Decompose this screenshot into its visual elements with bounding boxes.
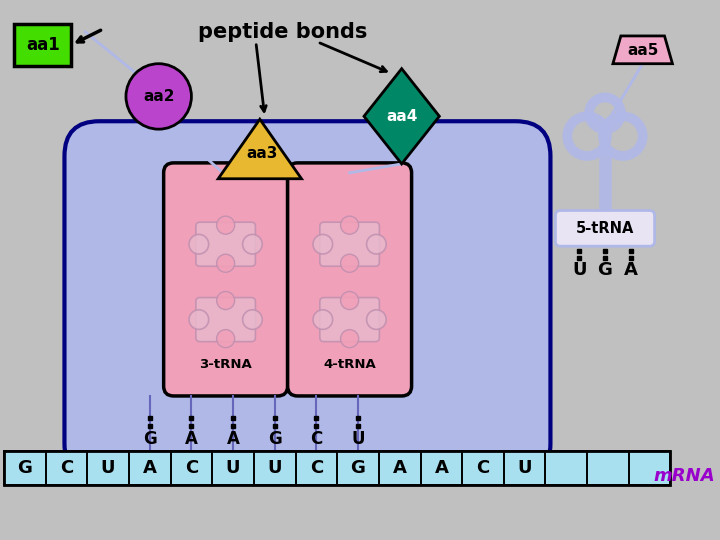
Circle shape <box>189 234 209 254</box>
Text: aa4: aa4 <box>386 109 418 124</box>
Text: C: C <box>185 460 198 477</box>
Text: U: U <box>351 430 365 448</box>
Bar <box>129 451 171 485</box>
Bar <box>462 451 504 485</box>
Bar <box>4 451 670 485</box>
Text: mRNA: mRNA <box>654 467 715 485</box>
Text: aa3: aa3 <box>246 146 277 161</box>
Bar <box>254 451 295 485</box>
Text: 3-tRNA: 3-tRNA <box>199 357 252 371</box>
Text: A: A <box>185 430 198 448</box>
Circle shape <box>217 292 235 309</box>
Bar <box>587 451 629 485</box>
Text: 5-tRNA: 5-tRNA <box>576 221 634 236</box>
Text: aa1: aa1 <box>26 36 60 54</box>
Bar <box>295 451 337 485</box>
FancyBboxPatch shape <box>320 298 379 342</box>
FancyBboxPatch shape <box>196 222 256 266</box>
Bar <box>379 451 420 485</box>
Circle shape <box>243 234 262 254</box>
FancyBboxPatch shape <box>287 163 412 396</box>
Circle shape <box>341 216 359 234</box>
Text: A: A <box>624 261 638 279</box>
Circle shape <box>313 310 333 329</box>
Text: peptide bonds: peptide bonds <box>198 22 367 42</box>
Circle shape <box>366 234 386 254</box>
Text: A: A <box>143 460 157 477</box>
Polygon shape <box>364 69 439 164</box>
FancyBboxPatch shape <box>65 122 551 478</box>
Circle shape <box>217 216 235 234</box>
Circle shape <box>243 310 262 329</box>
Bar <box>171 451 212 485</box>
Text: C: C <box>310 460 323 477</box>
Circle shape <box>313 234 333 254</box>
Text: U: U <box>101 460 115 477</box>
Text: A: A <box>227 430 240 448</box>
Text: A: A <box>392 460 407 477</box>
Text: C: C <box>310 430 323 448</box>
Circle shape <box>341 329 359 348</box>
Bar <box>420 451 462 485</box>
Text: G: G <box>17 460 32 477</box>
Bar <box>45 451 87 485</box>
Text: aa5: aa5 <box>627 43 658 58</box>
Circle shape <box>366 310 386 329</box>
Polygon shape <box>218 119 302 179</box>
Bar <box>337 451 379 485</box>
Text: A: A <box>434 460 449 477</box>
Circle shape <box>341 292 359 309</box>
FancyBboxPatch shape <box>163 163 287 396</box>
Text: G: G <box>351 460 366 477</box>
Text: G: G <box>143 430 157 448</box>
FancyBboxPatch shape <box>196 298 256 342</box>
Bar <box>4 451 45 485</box>
Bar <box>14 24 71 66</box>
Circle shape <box>217 329 235 348</box>
Text: C: C <box>477 460 490 477</box>
Text: G: G <box>598 261 613 279</box>
Circle shape <box>217 254 235 272</box>
Text: G: G <box>268 430 282 448</box>
Bar <box>212 451 254 485</box>
Text: aa2: aa2 <box>143 89 174 104</box>
Text: U: U <box>226 460 240 477</box>
Text: U: U <box>572 261 587 279</box>
Text: C: C <box>60 460 73 477</box>
Polygon shape <box>613 36 672 64</box>
FancyBboxPatch shape <box>555 211 654 246</box>
Bar <box>546 451 587 485</box>
Bar <box>504 451 546 485</box>
Text: 4-tRNA: 4-tRNA <box>323 357 376 371</box>
Text: U: U <box>267 460 282 477</box>
Circle shape <box>189 310 209 329</box>
Text: U: U <box>518 460 532 477</box>
Bar <box>629 451 670 485</box>
Circle shape <box>126 64 192 129</box>
Bar <box>87 451 129 485</box>
Circle shape <box>341 254 359 272</box>
FancyBboxPatch shape <box>320 222 379 266</box>
